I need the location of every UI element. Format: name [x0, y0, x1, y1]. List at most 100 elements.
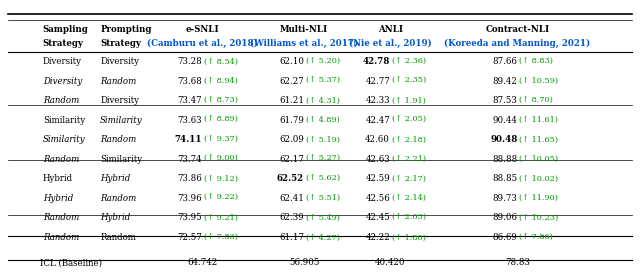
Text: Random: Random — [43, 213, 79, 222]
Text: (Williams et al., 2017): (Williams et al., 2017) — [250, 39, 358, 48]
Text: (↑ 5.20): (↑ 5.20) — [306, 58, 340, 65]
Text: (↑ 7.83): (↑ 7.83) — [204, 233, 238, 241]
Text: (↑ 9.37): (↑ 9.37) — [204, 136, 238, 144]
Text: Random: Random — [100, 194, 136, 203]
Text: (↑ 9.12): (↑ 9.12) — [204, 175, 238, 183]
Text: (↑ 4.27): (↑ 4.27) — [306, 233, 340, 241]
Text: Strategy: Strategy — [100, 39, 141, 48]
Text: (↑ 2.18): (↑ 2.18) — [392, 136, 426, 144]
Text: Random: Random — [43, 96, 79, 105]
Text: 73.47: 73.47 — [177, 96, 202, 105]
Text: 62.10: 62.10 — [279, 57, 304, 66]
Text: (↑ 10.23): (↑ 10.23) — [520, 214, 559, 222]
Text: 89.42: 89.42 — [493, 77, 518, 86]
Text: 42.60: 42.60 — [365, 135, 390, 144]
Text: 62.39: 62.39 — [280, 213, 304, 222]
Text: (↑ 11.90): (↑ 11.90) — [520, 194, 559, 202]
Text: 42.77: 42.77 — [365, 77, 390, 86]
Text: Random: Random — [100, 135, 136, 144]
Text: 74.11: 74.11 — [175, 135, 202, 144]
Text: 42.78: 42.78 — [363, 57, 390, 66]
Text: Contract-NLI: Contract-NLI — [486, 25, 550, 34]
Text: 73.68: 73.68 — [177, 77, 202, 86]
Text: (↑ 2.35): (↑ 2.35) — [392, 77, 426, 85]
Text: 73.96: 73.96 — [177, 194, 202, 203]
Text: Random: Random — [43, 155, 79, 164]
Text: (Nie et al., 2019): (Nie et al., 2019) — [349, 39, 431, 48]
Text: (↑ 2.03): (↑ 2.03) — [392, 214, 426, 222]
Text: 73.86: 73.86 — [177, 174, 202, 183]
Text: 40.420: 40.420 — [375, 258, 405, 267]
Text: 90.44: 90.44 — [493, 116, 518, 125]
Text: Random: Random — [43, 233, 79, 242]
Text: Random: Random — [100, 233, 136, 242]
Text: 89.06: 89.06 — [493, 213, 518, 222]
Text: Sampling: Sampling — [43, 25, 89, 34]
Text: (↑ 10.59): (↑ 10.59) — [520, 77, 559, 85]
Text: Similarity: Similarity — [100, 155, 142, 164]
Text: Hybrid: Hybrid — [100, 213, 131, 222]
Text: 88.85: 88.85 — [492, 174, 518, 183]
Text: Strategy: Strategy — [43, 39, 84, 48]
Text: 78.83: 78.83 — [505, 258, 530, 267]
Text: (↑ 2.05): (↑ 2.05) — [392, 116, 426, 124]
Text: 73.63: 73.63 — [178, 116, 202, 125]
Text: 42.33: 42.33 — [365, 96, 390, 105]
Text: 62.41: 62.41 — [279, 194, 304, 203]
Text: Similarity: Similarity — [43, 135, 85, 144]
Text: Hybrid: Hybrid — [43, 194, 73, 203]
Text: 73.95: 73.95 — [177, 213, 202, 222]
Text: 87.53: 87.53 — [493, 96, 518, 105]
Text: e-SNLI: e-SNLI — [186, 25, 219, 34]
Text: (↑ 1.91): (↑ 1.91) — [392, 97, 426, 105]
Text: (↑ 2.14): (↑ 2.14) — [392, 194, 426, 202]
Text: (↑ 2.36): (↑ 2.36) — [392, 58, 426, 65]
Text: (↑ 7.86): (↑ 7.86) — [520, 233, 554, 241]
Text: (↑ 5.37): (↑ 5.37) — [306, 77, 340, 85]
Text: (↑ 5.62): (↑ 5.62) — [306, 175, 340, 183]
Text: ANLI: ANLI — [378, 25, 403, 34]
Text: Diversity: Diversity — [100, 96, 139, 105]
Text: 42.56: 42.56 — [365, 194, 390, 203]
Text: 42.59: 42.59 — [365, 174, 390, 183]
Text: (↑ 8.83): (↑ 8.83) — [520, 58, 554, 65]
Text: Multi-NLI: Multi-NLI — [280, 25, 328, 34]
Text: Similarity: Similarity — [100, 116, 143, 125]
Text: (↑ 9.22): (↑ 9.22) — [204, 194, 238, 202]
Text: (↑ 5.49): (↑ 5.49) — [306, 214, 340, 222]
Text: ICL (Baseline): ICL (Baseline) — [40, 258, 102, 267]
Text: (Camburu et al., 2018): (Camburu et al., 2018) — [147, 39, 257, 48]
Text: 61.17: 61.17 — [279, 233, 304, 242]
Text: 89.73: 89.73 — [493, 194, 518, 203]
Text: (↑ 4.89): (↑ 4.89) — [306, 116, 340, 124]
Text: 61.21: 61.21 — [279, 96, 304, 105]
Text: (↑ 8.94): (↑ 8.94) — [204, 77, 238, 85]
Text: 42.22: 42.22 — [365, 233, 390, 242]
Text: 42.45: 42.45 — [365, 213, 390, 222]
Text: Diversity: Diversity — [43, 57, 82, 66]
Text: (↑ 8.73): (↑ 8.73) — [204, 97, 238, 105]
Text: (↑ 11.61): (↑ 11.61) — [520, 116, 559, 124]
Text: (↑ 5.19): (↑ 5.19) — [306, 136, 340, 144]
Text: 72.57: 72.57 — [177, 233, 202, 242]
Text: Hybrid: Hybrid — [43, 174, 73, 183]
Text: Prompting: Prompting — [100, 25, 152, 34]
Text: (↑ 2.21): (↑ 2.21) — [392, 155, 426, 163]
Text: 73.74: 73.74 — [177, 155, 202, 164]
Text: 86.69: 86.69 — [493, 233, 518, 242]
Text: (↑ 10.02): (↑ 10.02) — [520, 175, 559, 183]
Text: (↑ 5.51): (↑ 5.51) — [306, 194, 340, 202]
Text: 62.27: 62.27 — [279, 77, 304, 86]
Text: (↑ 5.27): (↑ 5.27) — [306, 155, 340, 163]
Text: (↑ 4.31): (↑ 4.31) — [306, 97, 340, 105]
Text: Hybrid: Hybrid — [100, 174, 131, 183]
Text: 73.28: 73.28 — [177, 57, 202, 66]
Text: 90.48: 90.48 — [490, 135, 518, 144]
Text: Random: Random — [100, 77, 136, 86]
Text: (↑ 1.80): (↑ 1.80) — [392, 233, 426, 241]
Text: 88.88: 88.88 — [492, 155, 518, 164]
Text: 56.905: 56.905 — [289, 258, 319, 267]
Text: (↑ 9.21): (↑ 9.21) — [204, 214, 238, 222]
Text: (Koreeda and Manning, 2021): (Koreeda and Manning, 2021) — [444, 39, 591, 48]
Text: (↑ 8.70): (↑ 8.70) — [520, 97, 554, 105]
